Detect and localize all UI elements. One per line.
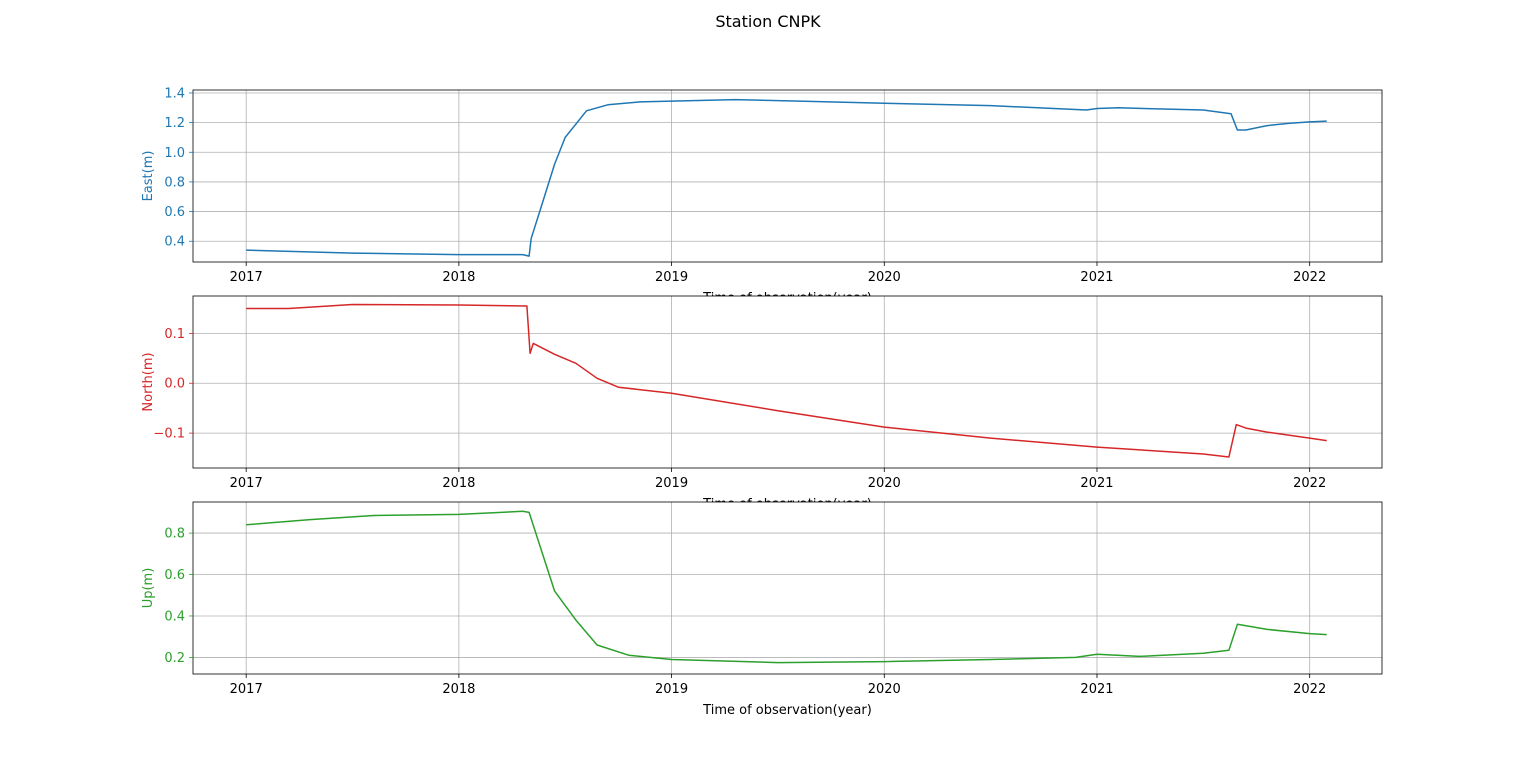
x-tick-label: 2019	[655, 476, 688, 491]
axes-frame	[192, 89, 1383, 263]
y-tick-label: 0.1	[164, 327, 185, 342]
y-tick-label: 0.8	[164, 175, 185, 190]
y-tick-label: 0.8	[164, 527, 185, 542]
x-tick-label: 2021	[1080, 476, 1113, 491]
axes-background	[193, 502, 1382, 674]
series-line	[246, 510, 1327, 664]
series-line	[246, 303, 1327, 458]
subplot-2: 2017 2018 2019 2020 2021 2022 −0.1 0.0 0.1 North(…	[141, 295, 1383, 512]
x-tick-label: 2021	[1080, 270, 1113, 285]
y-tick-label: 0.0	[164, 377, 185, 392]
y-tick-label: 0.4	[164, 235, 185, 250]
x-tick-label: 2018	[442, 682, 475, 697]
axes-frame	[192, 295, 1383, 469]
y-tick-label: 0.2	[164, 651, 185, 666]
x-tick-label: 2019	[655, 270, 688, 285]
subplot-3: 2017 2018 2019 2020 2021 2022 0.2 0.4 0.6 0.8 Up(m…	[141, 501, 1383, 718]
figure-suptitle: Station CNPK	[715, 12, 821, 31]
series-line	[246, 98, 1327, 257]
y-axis-label: East(m)	[141, 151, 156, 202]
y-axis-label: Up(m)	[141, 568, 156, 609]
x-tick-label: 2017	[230, 682, 263, 697]
y-tick-label: 0.4	[164, 609, 185, 624]
x-tick-label: 2017	[230, 270, 263, 285]
y-tick-label: 1.4	[164, 86, 185, 101]
y-tick-label: 1.0	[164, 146, 185, 161]
y-tick-label: 1.2	[164, 116, 185, 131]
x-tick-label: 2018	[442, 476, 475, 491]
x-tick-label: 2022	[1293, 270, 1326, 285]
x-tick-label: 2018	[442, 270, 475, 285]
x-tick-label: 2020	[868, 476, 901, 491]
y-tick-label: −0.1	[153, 427, 185, 442]
x-tick-label: 2019	[655, 682, 688, 697]
x-tick-label: 2020	[868, 270, 901, 285]
x-tick-label: 2017	[230, 476, 263, 491]
axes-background	[193, 296, 1382, 468]
x-tick-label: 2022	[1293, 476, 1326, 491]
x-tick-label: 2022	[1293, 682, 1326, 697]
axes-frame	[192, 501, 1383, 675]
y-axis-label: North(m)	[141, 352, 156, 411]
y-tick-label: 0.6	[164, 568, 185, 583]
x-axis-label: Time of observation(year)	[702, 703, 872, 718]
y-tick-label: 0.6	[164, 205, 185, 220]
x-tick-label: 2020	[868, 682, 901, 697]
subplot-1: 2017 2018 2019 2020 2021 2022 0.4 0.6 0.8 1.0 1.2 1…	[141, 86, 1383, 306]
x-tick-label: 2021	[1080, 682, 1113, 697]
